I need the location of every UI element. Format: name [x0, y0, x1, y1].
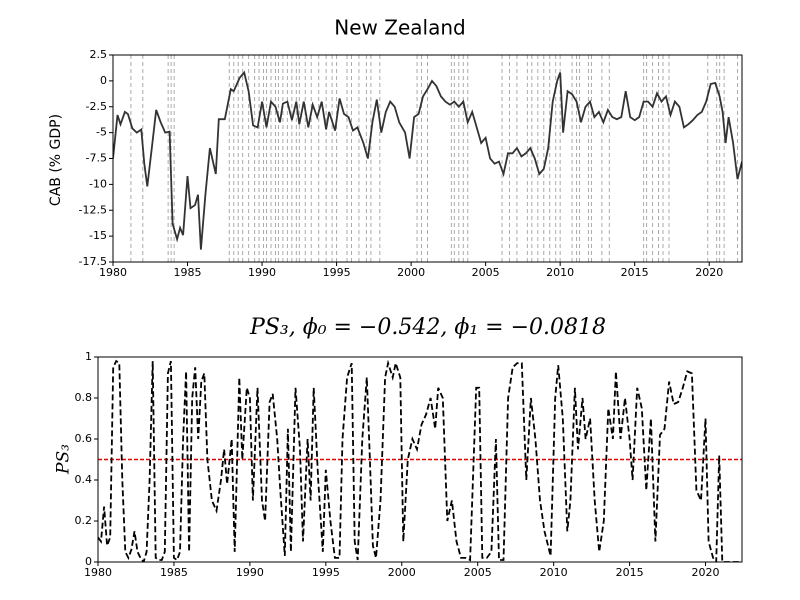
- x-tick-label: 2005: [464, 566, 492, 579]
- y-tick-label: -2.5: [86, 100, 107, 113]
- x-tick-label: 1985: [160, 566, 188, 579]
- plot-frame: [97, 356, 743, 563]
- x-tick-label: 1995: [323, 266, 351, 279]
- y-tick-label: 0: [100, 74, 107, 87]
- y-tick-label: -7.5: [86, 152, 107, 165]
- y-tick-label: 0.8: [75, 391, 93, 404]
- y-axis-label: PS₃: [54, 444, 74, 475]
- x-tick-label: 2000: [397, 266, 425, 279]
- x-tick-label: 1990: [248, 266, 276, 279]
- x-tick-label: 1980: [99, 266, 127, 279]
- y-tick-label: -15: [89, 229, 107, 242]
- y-axis-label: CAB (% GDP): [48, 114, 64, 206]
- x-tick-label: 2020: [695, 266, 723, 279]
- x-tick-label: 1985: [174, 266, 202, 279]
- y-tick-label: 2.5: [90, 48, 108, 61]
- x-tick-label: 2005: [472, 266, 500, 279]
- chart-title: PS₃, ϕ₀ = −0.542, ϕ₁ = −0.0818: [249, 315, 606, 340]
- x-tick-label: 1980: [84, 566, 112, 579]
- x-tick-label: 2010: [540, 566, 568, 579]
- series-line: [113, 70, 742, 250]
- x-tick-label: 1995: [312, 566, 340, 579]
- series-line: [98, 359, 739, 562]
- x-tick-label: 2020: [692, 566, 720, 579]
- y-tick-label: -12.5: [79, 203, 107, 216]
- chart-title: New Zealand: [334, 16, 465, 40]
- x-tick-label: 2000: [388, 566, 416, 579]
- y-tick-label: -10: [89, 177, 107, 190]
- y-tick-label: 1: [85, 350, 92, 363]
- x-tick-label: 2015: [616, 566, 644, 579]
- x-tick-label: 1990: [236, 566, 264, 579]
- y-tick-label: 0.2: [75, 514, 93, 527]
- y-tick-label: 0: [85, 555, 92, 568]
- y-tick-label: -17.5: [79, 255, 107, 268]
- y-tick-label: -5: [96, 126, 107, 139]
- y-tick-label: 0.4: [75, 473, 93, 486]
- x-tick-label: 2010: [546, 266, 574, 279]
- x-tick-label: 2015: [621, 266, 649, 279]
- y-tick-label: 0.6: [75, 432, 93, 445]
- plot-frame: [112, 54, 743, 263]
